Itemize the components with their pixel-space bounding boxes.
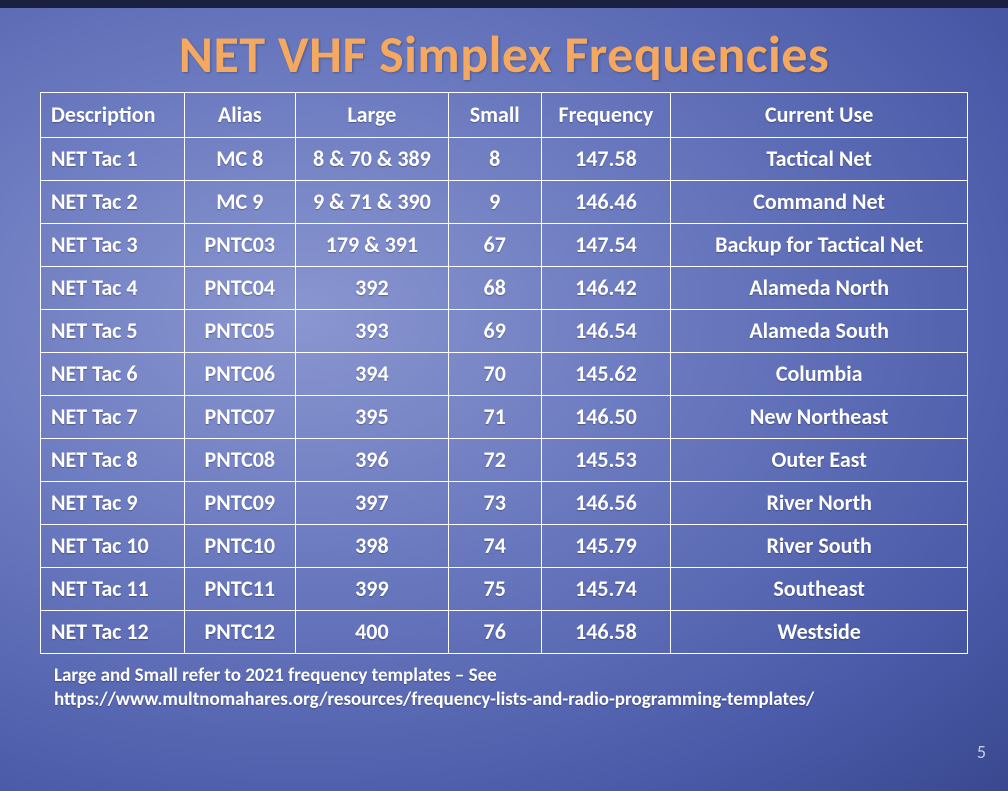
table-header-row: Description Alias Large Small Frequency … [41, 93, 968, 138]
cell-frequency: 145.62 [541, 353, 671, 396]
cell-frequency: 147.54 [541, 224, 671, 267]
footnote: Large and Small refer to 2021 frequency … [40, 664, 968, 712]
col-header-frequency: Frequency [541, 93, 671, 138]
table-row: NET Tac 4PNTC0439268146.42Alameda North [41, 267, 968, 310]
cell-alias: PNTC05 [184, 310, 295, 353]
cell-alias: PNTC09 [184, 482, 295, 525]
cell-small: 8 [448, 138, 541, 181]
cell-frequency: 146.58 [541, 611, 671, 654]
col-header-current-use: Current Use [671, 93, 968, 138]
slide-title: NET VHF Simplex Frequencies [0, 22, 1008, 86]
cell-current-use: Alameda North [671, 267, 968, 310]
cell-current-use: Command Net [671, 181, 968, 224]
cell-small: 9 [448, 181, 541, 224]
cell-alias: MC 9 [184, 181, 295, 224]
cell-large: 179 & 391 [295, 224, 448, 267]
cell-large: 399 [295, 568, 448, 611]
cell-large: 400 [295, 611, 448, 654]
cell-frequency: 146.46 [541, 181, 671, 224]
cell-large: 398 [295, 525, 448, 568]
cell-alias: PNTC12 [184, 611, 295, 654]
col-header-small: Small [448, 93, 541, 138]
cell-current-use: Backup for Tactical Net [671, 224, 968, 267]
cell-alias: PNTC07 [184, 396, 295, 439]
frequency-table: Description Alias Large Small Frequency … [40, 92, 968, 654]
cell-alias: MC 8 [184, 138, 295, 181]
cell-description: NET Tac 5 [41, 310, 185, 353]
table-row: NET Tac 1MC 88 & 70 & 3898147.58Tactical… [41, 138, 968, 181]
cell-small: 69 [448, 310, 541, 353]
cell-small: 71 [448, 396, 541, 439]
cell-description: NET Tac 1 [41, 138, 185, 181]
cell-description: NET Tac 9 [41, 482, 185, 525]
cell-description: NET Tac 11 [41, 568, 185, 611]
cell-large: 8 & 70 & 389 [295, 138, 448, 181]
cell-description: NET Tac 3 [41, 224, 185, 267]
cell-current-use: River South [671, 525, 968, 568]
cell-frequency: 146.50 [541, 396, 671, 439]
cell-description: NET Tac 2 [41, 181, 185, 224]
table-row: NET Tac 2MC 99 & 71 & 3909146.46Command … [41, 181, 968, 224]
cell-frequency: 146.54 [541, 310, 671, 353]
cell-current-use: Southeast [671, 568, 968, 611]
cell-large: 393 [295, 310, 448, 353]
cell-small: 75 [448, 568, 541, 611]
cell-current-use: Columbia [671, 353, 968, 396]
cell-frequency: 145.53 [541, 439, 671, 482]
cell-large: 9 & 71 & 390 [295, 181, 448, 224]
frequency-table-container: Description Alias Large Small Frequency … [40, 92, 968, 654]
cell-description: NET Tac 10 [41, 525, 185, 568]
footnote-line2: https://www.multnomahares.org/resources/… [54, 688, 968, 712]
cell-current-use: River North [671, 482, 968, 525]
cell-current-use: Tactical Net [671, 138, 968, 181]
cell-description: NET Tac 8 [41, 439, 185, 482]
cell-current-use: New Northeast [671, 396, 968, 439]
cell-large: 394 [295, 353, 448, 396]
cell-alias: PNTC04 [184, 267, 295, 310]
cell-description: NET Tac 12 [41, 611, 185, 654]
cell-small: 72 [448, 439, 541, 482]
col-header-alias: Alias [184, 93, 295, 138]
cell-large: 397 [295, 482, 448, 525]
cell-large: 396 [295, 439, 448, 482]
cell-alias: PNTC10 [184, 525, 295, 568]
cell-small: 68 [448, 267, 541, 310]
cell-frequency: 146.56 [541, 482, 671, 525]
cell-frequency: 145.74 [541, 568, 671, 611]
cell-current-use: Westside [671, 611, 968, 654]
cell-frequency: 147.58 [541, 138, 671, 181]
table-row: NET Tac 8PNTC0839672145.53Outer East [41, 439, 968, 482]
cell-large: 392 [295, 267, 448, 310]
cell-large: 395 [295, 396, 448, 439]
table-row: NET Tac 10PNTC1039874145.79River South [41, 525, 968, 568]
cell-small: 67 [448, 224, 541, 267]
col-header-description: Description [41, 93, 185, 138]
cell-small: 70 [448, 353, 541, 396]
table-row: NET Tac 6PNTC0639470145.62Columbia [41, 353, 968, 396]
cell-alias: PNTC08 [184, 439, 295, 482]
table-row: NET Tac 11PNTC1139975145.74Southeast [41, 568, 968, 611]
cell-current-use: Alameda South [671, 310, 968, 353]
cell-description: NET Tac 4 [41, 267, 185, 310]
cell-alias: PNTC03 [184, 224, 295, 267]
cell-frequency: 146.42 [541, 267, 671, 310]
cell-small: 74 [448, 525, 541, 568]
table-row: NET Tac 9PNTC0939773146.56River North [41, 482, 968, 525]
cell-alias: PNTC11 [184, 568, 295, 611]
cell-small: 76 [448, 611, 541, 654]
table-row: NET Tac 12PNTC1240076146.58Westside [41, 611, 968, 654]
footnote-line1: Large and Small refer to 2021 frequency … [54, 664, 968, 688]
cell-description: NET Tac 7 [41, 396, 185, 439]
table-row: NET Tac 5PNTC0539369146.54Alameda South [41, 310, 968, 353]
cell-current-use: Outer East [671, 439, 968, 482]
table-row: NET Tac 7PNTC0739571146.50New Northeast [41, 396, 968, 439]
cell-small: 73 [448, 482, 541, 525]
cell-alias: PNTC06 [184, 353, 295, 396]
table-row: NET Tac 3PNTC03179 & 39167147.54Backup f… [41, 224, 968, 267]
cell-description: NET Tac 6 [41, 353, 185, 396]
col-header-large: Large [295, 93, 448, 138]
page-number: 5 [977, 741, 986, 763]
cell-frequency: 145.79 [541, 525, 671, 568]
